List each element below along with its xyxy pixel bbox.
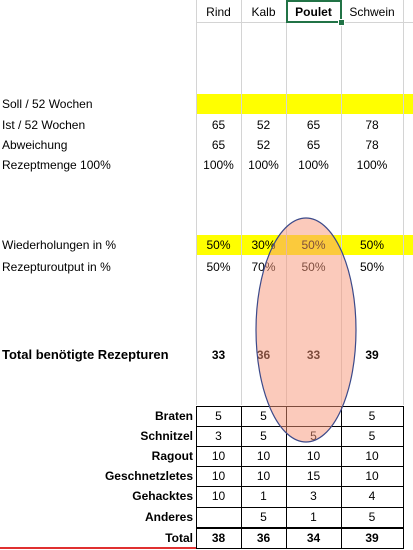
cell: 5 <box>260 429 267 443</box>
cell: Rind <box>206 5 231 19</box>
cell: 70% <box>251 260 276 274</box>
grid-line <box>241 0 242 405</box>
table-border <box>196 466 403 467</box>
selected-cell[interactable] <box>286 0 342 23</box>
table-border <box>196 486 403 487</box>
cell: 5 <box>368 429 376 443</box>
cell: 10 <box>365 469 379 483</box>
cell: 50% <box>359 260 385 274</box>
cell: 1 <box>260 489 267 503</box>
cell: Soll / 52 Wochen <box>2 97 93 111</box>
cell: 50% <box>206 238 231 252</box>
cell: Geschnetzletes <box>104 469 193 483</box>
cell: 50% <box>301 260 326 274</box>
table-border <box>196 548 403 549</box>
cell: 78 <box>365 118 379 132</box>
grid-line <box>286 0 287 405</box>
cell: 5 <box>260 510 267 524</box>
cell: Poulet <box>295 5 332 19</box>
cell: 5 <box>215 409 222 423</box>
cell: Schwein <box>349 5 395 19</box>
cell: Abweichung <box>2 138 68 152</box>
cell: 4 <box>368 489 376 503</box>
cell: 100% <box>203 158 234 172</box>
cell: Total benötigte Rezepturen <box>2 347 169 362</box>
cell: 10 <box>256 469 271 483</box>
cell: 15 <box>306 469 321 483</box>
table-border <box>196 446 403 447</box>
cell: Total <box>165 531 193 545</box>
cell: 52 <box>256 138 271 152</box>
table-border <box>286 406 287 549</box>
cell: Kalb <box>251 5 276 19</box>
cell: 10 <box>211 449 226 463</box>
cell: 100% <box>356 158 388 172</box>
cell: Rezepturoutput in % <box>2 260 111 274</box>
grid-line <box>196 0 197 405</box>
cell: 10 <box>211 469 226 483</box>
table-border <box>196 406 197 549</box>
table-border <box>196 507 403 508</box>
cell: 52 <box>256 118 271 132</box>
table-border <box>241 406 242 549</box>
cell: Anderes <box>144 510 193 524</box>
cell: 100% <box>248 158 279 172</box>
cell: 65 <box>211 138 226 152</box>
cell: Rezeptmenge 100% <box>2 158 111 172</box>
cell: 50% <box>206 260 231 274</box>
cell: Schnitzel <box>140 429 193 443</box>
cell: 65 <box>211 118 226 132</box>
red-line <box>0 547 196 549</box>
cell: 5 <box>368 510 376 524</box>
cell: 100% <box>298 158 329 172</box>
cell: 3 <box>215 429 222 443</box>
cell: 65 <box>306 138 321 152</box>
cell: 38 <box>211 531 226 545</box>
cell: 10 <box>211 489 226 503</box>
cell: 65 <box>306 118 321 132</box>
table-border <box>403 406 404 549</box>
cell: 10 <box>306 449 321 463</box>
cell: 5 <box>310 429 317 443</box>
cell: 33 <box>211 348 226 362</box>
table-border <box>196 529 403 530</box>
cell: 10 <box>365 449 379 463</box>
cell: Ragout <box>151 449 193 463</box>
cell: 1 <box>310 510 317 524</box>
yellow-fill <box>196 94 413 114</box>
cell: 39 <box>365 531 379 545</box>
cell: Wiederholungen in % <box>2 238 117 252</box>
cell: 33 <box>306 348 321 362</box>
cell: 3 <box>310 489 317 503</box>
cell: 5 <box>260 409 267 423</box>
cell: 78 <box>365 138 379 152</box>
table-border <box>196 527 403 530</box>
cell: 50% <box>359 238 385 252</box>
cell: 36 <box>256 531 271 545</box>
cell: 10 <box>256 449 271 463</box>
cell: Ist / 52 Wochen <box>2 118 86 132</box>
table-border <box>341 406 342 549</box>
cell: 36 <box>256 348 271 362</box>
cell: 34 <box>306 531 321 545</box>
fill-handle <box>338 19 345 26</box>
grid-line <box>341 0 342 405</box>
cell: Gehacktes <box>132 489 193 503</box>
cell: 50% <box>301 238 326 252</box>
grid-line <box>403 0 404 405</box>
cell: 30% <box>251 238 276 252</box>
cell: 5 <box>368 409 376 423</box>
cell: Braten <box>154 409 193 423</box>
cell: 39 <box>365 348 379 362</box>
